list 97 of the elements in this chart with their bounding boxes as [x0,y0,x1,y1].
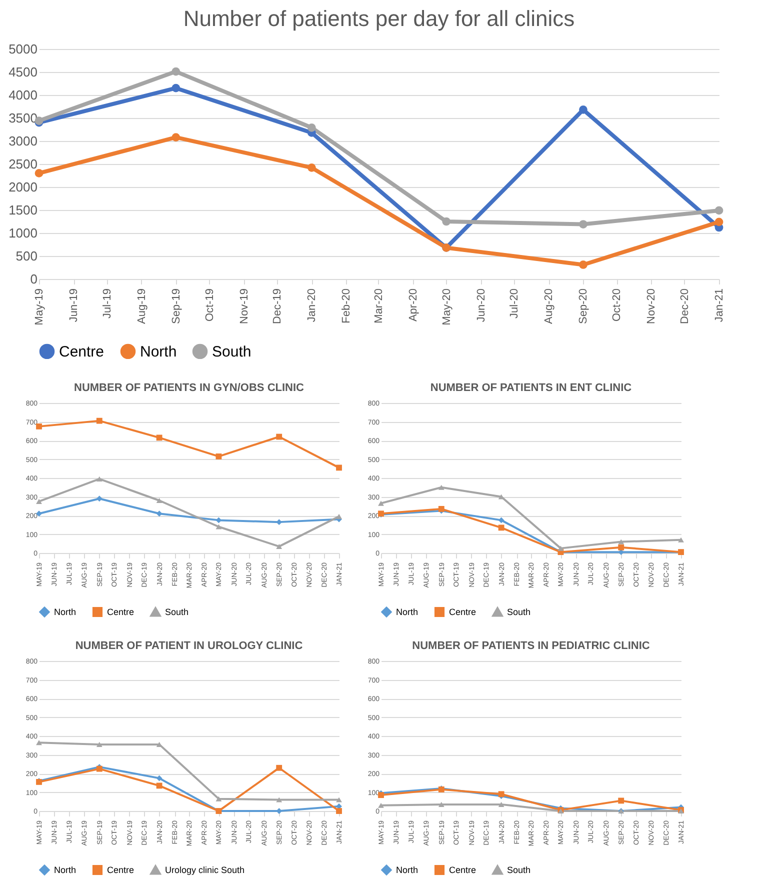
x-tick-label: Jun-20 [475,288,488,322]
legend-label: South [165,607,189,618]
chart-title: NUMBER OF PATIENT IN UROLOGY CLINIC [75,640,303,652]
point [276,544,282,549]
legend-label: South [212,343,252,360]
point [336,464,342,471]
point [156,434,162,441]
legend-label: North [396,864,418,875]
legend-label: South [507,607,531,618]
point [438,802,444,807]
point [498,524,504,531]
chart-title: NUMBER OF PATIENTS IN PEDIATRIC CLINIC [412,640,650,652]
x-tick-label: Sep-20 [578,288,590,324]
point [276,434,282,440]
y-tick-label: 2500 [8,156,38,172]
point [714,218,724,226]
x-tick-label: Nov-20 [646,288,658,324]
legend-label: Centre [449,606,476,617]
point [276,764,282,771]
point [36,423,42,430]
point [498,517,504,524]
x-tick-label: Aug-20 [543,288,556,324]
chart-title: NUMBER OF PATIENTS IN GYN/OBS CLINIC [74,382,304,394]
point [579,220,588,228]
point [276,797,282,802]
point [36,740,42,746]
x-tick-label: May-20 [440,288,453,326]
x-tick-label: Apr-20 [407,288,420,322]
point [156,782,162,789]
point [216,796,222,802]
y-tick-label: 5000 [8,42,38,56]
legend-label: North [140,343,177,360]
point [36,498,42,504]
legend-label: Centre [59,343,104,360]
x-tick-label: Mar-20 [372,288,385,324]
point [442,217,451,226]
x-tick-label: Jun-19 [68,288,80,322]
point [156,498,162,504]
point [96,418,102,424]
legend-label: Urology clinic South [165,865,245,876]
x-tick-label: Jul-20 [508,288,521,318]
x-tick-label: Nov-19 [238,288,250,324]
y-tick-label: 1000 [8,226,38,240]
legend-label: North [54,606,76,617]
point [678,537,684,542]
legend-label: Centre [107,606,134,617]
point [336,797,342,802]
point [96,476,102,482]
y-tick-label: 4000 [8,88,38,102]
point [558,546,564,551]
x-tick-label: Sep-19 [170,288,182,324]
x-tick-label: Dec-19 [272,288,284,324]
chart-title: Number of patients per day for all clinics [183,6,575,31]
x-tick-label: Oct-20 [611,288,624,322]
point [438,484,444,490]
y-tick-label: 0 [30,272,38,286]
point [307,123,316,132]
point [378,802,384,808]
point [336,514,342,519]
point [216,453,222,460]
x-tick-label: May-19 [34,288,46,326]
point [34,169,44,178]
y-tick-label: 1500 [8,202,38,218]
legend-label: Centre [107,864,134,875]
chart-title: NUMBER OF PATIENTS IN ENT CLINIC [430,382,632,394]
x-tick-label: Oct-19 [204,288,216,322]
point [714,206,724,215]
point [96,742,102,747]
point [618,539,624,544]
point [172,67,180,76]
x-tick-label: Dec-20 [679,288,691,324]
point [172,84,180,92]
x-tick-label: Feb-20 [340,288,353,324]
point [96,496,102,502]
point [216,524,222,530]
x-tick-label: Aug-19 [136,288,148,324]
legend-label: Centre [449,864,476,875]
x-tick-label: Jul-19 [101,288,114,318]
point [156,775,162,782]
point [579,260,588,269]
point [307,164,316,172]
point [498,802,504,807]
point [378,500,384,506]
point [172,133,180,142]
point [579,106,588,114]
y-tick-label: 4500 [8,64,38,80]
y-tick-label: 500 [16,248,38,264]
point [618,798,624,804]
x-tick-label: Jan-21 [714,288,726,322]
point [618,544,624,550]
legend-label: North [54,864,76,875]
legend-label: South [507,865,531,876]
y-tick-label: 3000 [8,134,38,148]
point [336,808,342,814]
x-tick-label: Jan-20 [306,288,318,322]
y-tick-label: 2000 [8,180,38,194]
legend-label: North [396,606,418,617]
